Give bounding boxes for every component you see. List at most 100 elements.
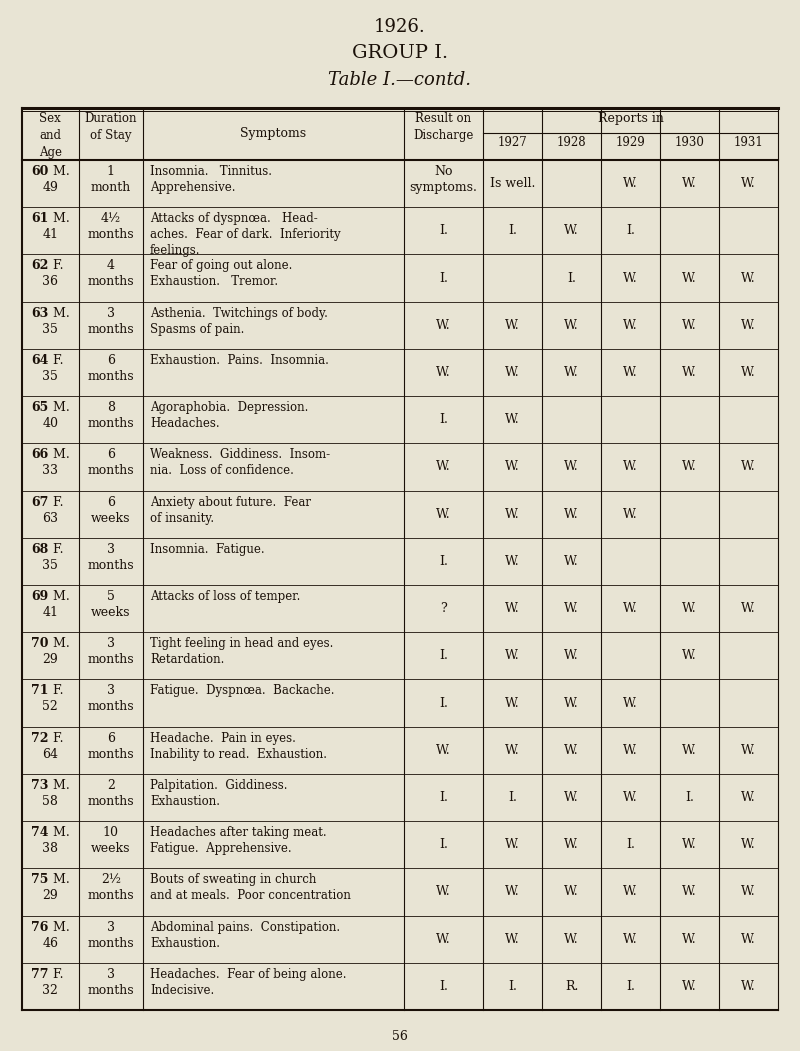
Text: M.: M. <box>50 401 70 414</box>
Text: Is well.: Is well. <box>490 178 535 190</box>
Text: W.: W. <box>623 885 638 899</box>
Text: months: months <box>87 795 134 808</box>
Text: 35: 35 <box>42 559 58 572</box>
Text: 29: 29 <box>42 889 58 903</box>
Text: Duration
of Stay: Duration of Stay <box>85 112 137 142</box>
Text: I.: I. <box>626 980 635 993</box>
Text: Agoraphobia.  Depression.: Agoraphobia. Depression. <box>150 401 308 414</box>
Text: W.: W. <box>623 178 638 190</box>
Text: months: months <box>87 323 134 335</box>
Text: 2½: 2½ <box>101 873 121 886</box>
Text: W.: W. <box>742 366 756 379</box>
Text: W.: W. <box>682 650 697 662</box>
Text: Weakness.  Giddiness.  Insom-: Weakness. Giddiness. Insom- <box>150 449 330 461</box>
Text: Insomnia.  Fatigue.: Insomnia. Fatigue. <box>150 542 265 556</box>
Text: W.: W. <box>742 178 756 190</box>
Text: Fatigue.  Dyspnœa.  Backache.: Fatigue. Dyspnœa. Backache. <box>150 684 334 698</box>
Text: weeks: weeks <box>91 842 130 856</box>
Text: W.: W. <box>564 932 579 946</box>
Text: W.: W. <box>742 885 756 899</box>
Text: 4: 4 <box>107 260 115 272</box>
Text: months: months <box>87 700 134 714</box>
Text: 1929: 1929 <box>616 136 646 149</box>
Text: Palpitation.  Giddiness.: Palpitation. Giddiness. <box>150 779 287 791</box>
Text: months: months <box>87 936 134 949</box>
Text: 56: 56 <box>392 1030 408 1043</box>
Text: Fatigue.  Apprehensive.: Fatigue. Apprehensive. <box>150 842 291 856</box>
Text: Headaches.: Headaches. <box>150 417 219 430</box>
Text: I.: I. <box>626 839 635 851</box>
Text: No: No <box>434 165 453 178</box>
Text: W.: W. <box>623 318 638 332</box>
Text: W.: W. <box>506 650 520 662</box>
Text: I.: I. <box>439 413 448 427</box>
Text: 73: 73 <box>31 779 48 791</box>
Text: W.: W. <box>682 744 697 757</box>
Text: months: months <box>87 984 134 996</box>
Text: W.: W. <box>623 932 638 946</box>
Text: Tight feeling in head and eyes.: Tight feeling in head and eyes. <box>150 637 334 651</box>
Text: I.: I. <box>567 271 576 285</box>
Text: W.: W. <box>682 980 697 993</box>
Text: Exhaustion.  Pains.  Insomnia.: Exhaustion. Pains. Insomnia. <box>150 354 329 367</box>
Text: W.: W. <box>682 885 697 899</box>
Text: M.: M. <box>50 307 70 320</box>
Text: W.: W. <box>623 744 638 757</box>
Text: I.: I. <box>508 224 517 238</box>
Text: 63: 63 <box>31 307 48 320</box>
Text: M.: M. <box>50 212 70 225</box>
Text: W.: W. <box>623 602 638 615</box>
Text: W.: W. <box>506 744 520 757</box>
Text: 76: 76 <box>31 921 48 933</box>
Text: 1: 1 <box>107 165 115 178</box>
Text: W.: W. <box>564 791 579 804</box>
Text: Inability to read.  Exhaustion.: Inability to read. Exhaustion. <box>150 747 327 761</box>
Text: W.: W. <box>564 460 579 473</box>
Text: aches.  Fear of dark.  Inferiority: aches. Fear of dark. Inferiority <box>150 228 341 242</box>
Text: F.: F. <box>50 684 64 698</box>
Text: 29: 29 <box>42 654 58 666</box>
Text: W.: W. <box>682 366 697 379</box>
Text: W.: W. <box>436 885 450 899</box>
Text: M.: M. <box>50 873 70 886</box>
Text: W.: W. <box>436 508 450 520</box>
Text: 49: 49 <box>42 181 58 194</box>
Text: Exhaustion.: Exhaustion. <box>150 795 220 808</box>
Text: 32: 32 <box>42 984 58 996</box>
Text: months: months <box>87 370 134 383</box>
Text: W.: W. <box>506 839 520 851</box>
Text: 63: 63 <box>42 512 58 524</box>
Text: W.: W. <box>742 839 756 851</box>
Text: Symptoms: Symptoms <box>240 127 306 141</box>
Text: Headaches after taking meat.: Headaches after taking meat. <box>150 826 326 839</box>
Text: Sex
and
Age: Sex and Age <box>39 112 62 159</box>
Text: W.: W. <box>682 602 697 615</box>
Text: I.: I. <box>439 980 448 993</box>
Text: 1927: 1927 <box>498 136 527 149</box>
Text: W.: W. <box>436 460 450 473</box>
Text: W.: W. <box>623 271 638 285</box>
Text: W.: W. <box>742 602 756 615</box>
Text: 3: 3 <box>107 921 115 933</box>
Text: W.: W. <box>506 460 520 473</box>
Text: Fear of going out alone.: Fear of going out alone. <box>150 260 292 272</box>
Text: 35: 35 <box>42 370 58 383</box>
Text: W.: W. <box>564 318 579 332</box>
Text: W.: W. <box>742 791 756 804</box>
Text: 3: 3 <box>107 637 115 651</box>
Text: 3: 3 <box>107 684 115 698</box>
Text: W.: W. <box>506 413 520 427</box>
Text: Exhaustion.   Tremor.: Exhaustion. Tremor. <box>150 275 278 288</box>
Text: of insanity.: of insanity. <box>150 512 214 524</box>
Text: Bouts of sweating in church: Bouts of sweating in church <box>150 873 316 886</box>
Text: 75: 75 <box>31 873 48 886</box>
Text: I.: I. <box>626 224 635 238</box>
Text: M.: M. <box>50 921 70 933</box>
Text: months: months <box>87 654 134 666</box>
Text: M.: M. <box>50 165 70 178</box>
Text: W.: W. <box>436 932 450 946</box>
Text: Abdominal pains.  Constipation.: Abdominal pains. Constipation. <box>150 921 340 933</box>
Text: Reports in: Reports in <box>598 112 663 125</box>
Text: W.: W. <box>564 602 579 615</box>
Text: W.: W. <box>564 697 579 709</box>
